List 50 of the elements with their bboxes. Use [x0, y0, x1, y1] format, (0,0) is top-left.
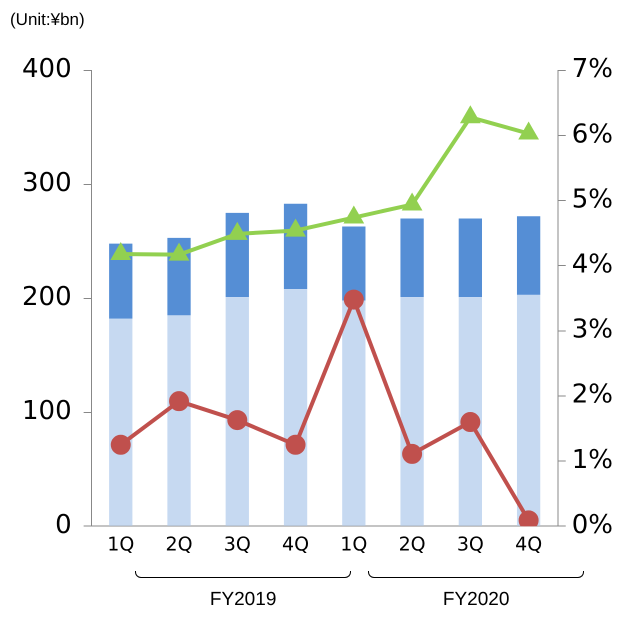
y2-tick-label: 3%: [572, 314, 614, 345]
y-tick-label: 200: [22, 282, 72, 312]
bar: [167, 315, 191, 526]
point: [286, 220, 304, 237]
point: [461, 107, 480, 124]
text: FY2019: [210, 589, 276, 612]
point: [520, 124, 538, 140]
x-tick-label: 1Q: [340, 534, 368, 556]
bar: [516, 216, 540, 295]
chart-title: (Unit:¥bn): [10, 10, 85, 29]
y-tick-label: 0: [55, 510, 72, 540]
bar: [458, 297, 482, 526]
bar: [516, 294, 540, 526]
point: [227, 410, 248, 430]
y2-tick-label: 6%: [572, 119, 614, 150]
bar: [109, 318, 132, 526]
y2-tick-label: 5%: [572, 184, 614, 214]
point: [344, 208, 363, 224]
point: [112, 244, 130, 260]
text: FY2020: [442, 589, 510, 612]
point: [110, 434, 131, 455]
y2-tick-label: 4%: [572, 249, 614, 280]
x-tick-label: 2Q: [398, 534, 426, 556]
y2-tick-label: 2%: [572, 380, 614, 410]
y-tick-label: 100: [22, 396, 72, 426]
y2-tick-label: 1%: [572, 444, 614, 475]
bar: [226, 297, 249, 526]
bar: [284, 289, 308, 526]
point: [228, 224, 246, 240]
x-tick-label: 4Q: [515, 534, 542, 556]
point: [403, 194, 422, 211]
y-tick-label: 300: [22, 168, 72, 198]
point: [169, 391, 190, 412]
point: [286, 434, 306, 455]
bar: [342, 300, 366, 526]
x-tick-label: 3Q: [224, 534, 251, 556]
x-tick-label: 1Q: [107, 534, 134, 556]
x-tick-label: 2Q: [166, 534, 193, 556]
point: [170, 244, 188, 261]
point: [460, 412, 480, 432]
x-tick-label: 4Q: [282, 534, 310, 556]
point: [344, 290, 364, 310]
bar: [400, 297, 424, 526]
y2-tick-label: 0%: [572, 510, 614, 540]
y2-tick-label: 7%: [572, 54, 614, 84]
y-tick-label: 400: [22, 54, 72, 84]
bar: [400, 218, 424, 298]
point: [402, 444, 422, 464]
bar: [458, 218, 482, 298]
x-tick-label: 3Q: [456, 534, 484, 556]
